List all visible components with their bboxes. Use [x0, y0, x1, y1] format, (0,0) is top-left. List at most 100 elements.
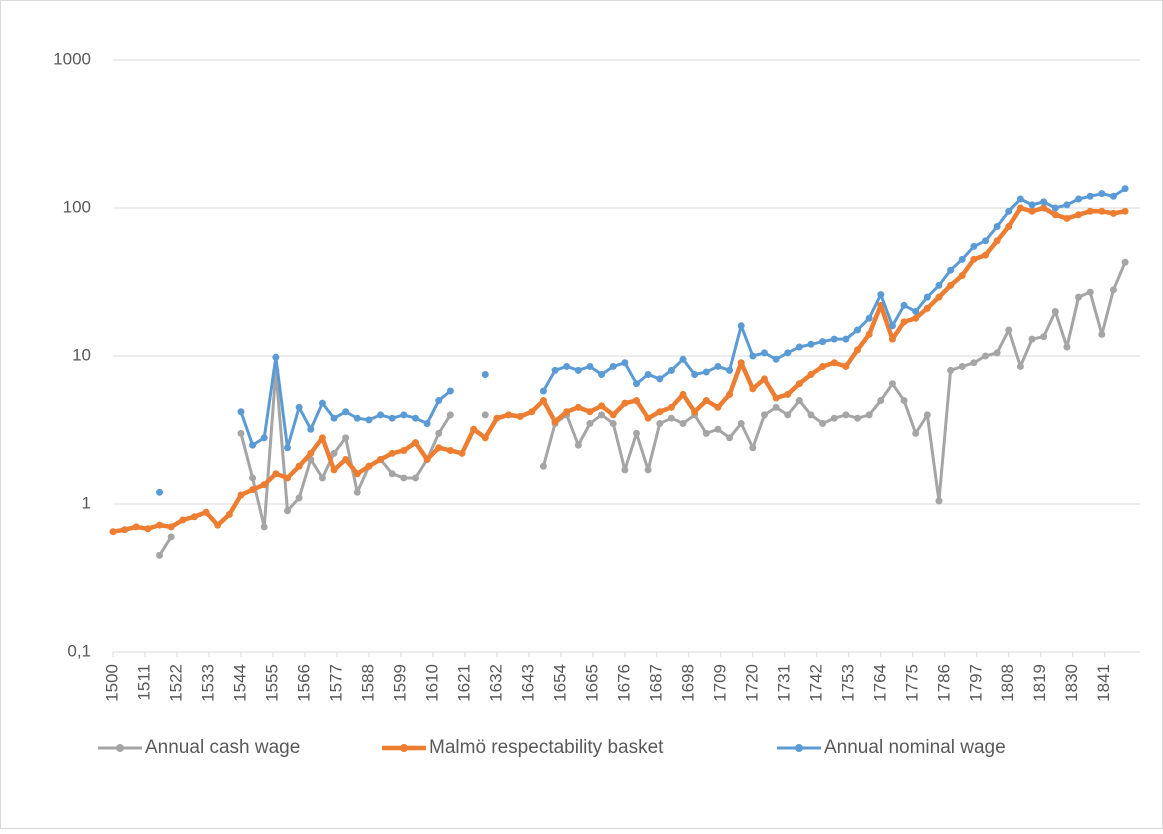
x-tick-label: 1500 [102, 664, 121, 702]
data-point [923, 293, 931, 301]
data-point [1121, 185, 1129, 193]
data-point [737, 322, 745, 330]
data-point [888, 335, 896, 343]
legend-label: Annual nominal wage [824, 737, 1006, 758]
legend-marker [795, 744, 803, 752]
data-point [900, 301, 908, 309]
data-point [539, 462, 547, 470]
legend-marker [116, 744, 124, 752]
data-point [481, 434, 489, 442]
data-point [691, 408, 699, 416]
data-point [981, 352, 989, 360]
x-tick-label: 1610 [422, 664, 441, 702]
data-point [586, 419, 594, 427]
data-point [621, 399, 629, 407]
y-tick-label: 10 [72, 345, 91, 364]
data-point [935, 497, 943, 505]
data-point [1040, 204, 1048, 212]
data-point [726, 390, 734, 398]
data-point [760, 411, 768, 419]
data-point [621, 466, 629, 474]
data-point [1005, 222, 1013, 230]
data-point [1051, 211, 1059, 219]
data-point [865, 330, 873, 338]
data-point [446, 446, 454, 454]
y-tick-label: 1000 [53, 49, 91, 68]
data-point [667, 366, 675, 374]
legend-marker [400, 744, 408, 752]
data-point [586, 408, 594, 416]
data-point [1086, 192, 1094, 200]
data-point [237, 408, 245, 416]
x-tick-label: 1643 [518, 664, 537, 702]
data-point [993, 237, 1001, 245]
data-point [1028, 201, 1036, 209]
data-point [283, 507, 291, 515]
data-point [726, 434, 734, 442]
data-point [632, 380, 640, 388]
data-point [1040, 333, 1048, 341]
data-point [353, 470, 361, 478]
x-tick-label: 1830 [1062, 664, 1081, 702]
data-point [1063, 343, 1071, 351]
data-point [702, 429, 710, 437]
data-point [423, 419, 431, 427]
data-point [842, 335, 850, 343]
data-point [865, 411, 873, 419]
data-point [260, 481, 268, 489]
data-point [446, 411, 454, 419]
x-tick-label: 1797 [966, 664, 985, 702]
data-point [493, 414, 501, 422]
data-point [737, 419, 745, 427]
x-tick-label: 1621 [454, 664, 473, 702]
y-tick-label: 100 [63, 197, 91, 216]
data-point [807, 411, 815, 419]
data-point [795, 343, 803, 351]
data-point [644, 414, 652, 422]
data-point [109, 528, 117, 536]
data-point [307, 449, 315, 457]
x-tick-label: 1654 [550, 664, 569, 702]
data-point [435, 444, 443, 452]
x-tick-label: 1841 [1094, 664, 1113, 702]
data-point [679, 390, 687, 398]
data-point [923, 304, 931, 312]
data-point [563, 408, 571, 416]
data-point [411, 414, 419, 422]
y-tick-label: 0,1 [67, 641, 91, 660]
data-point [1121, 258, 1129, 266]
data-point [318, 434, 326, 442]
data-point [400, 474, 408, 482]
data-point [842, 411, 850, 419]
data-point [365, 462, 373, 470]
data-point [307, 425, 315, 433]
data-point [574, 366, 582, 374]
data-point [912, 314, 920, 322]
data-point [574, 403, 582, 411]
data-point [202, 508, 210, 516]
data-point [900, 397, 908, 405]
data-point [411, 474, 419, 482]
data-point [772, 355, 780, 363]
data-point [749, 385, 757, 393]
data-point [598, 370, 606, 378]
data-point [330, 414, 338, 422]
data-point [249, 486, 257, 494]
data-point [225, 510, 233, 518]
data-point [156, 488, 164, 496]
data-point [970, 242, 978, 250]
data-point [574, 441, 582, 449]
data-point [819, 419, 827, 427]
data-point [167, 523, 175, 531]
data-point [609, 419, 617, 427]
data-point [842, 362, 850, 370]
data-point [819, 362, 827, 370]
data-point [1016, 362, 1024, 370]
data-point [667, 414, 675, 422]
x-tick-label: 1786 [934, 664, 953, 702]
data-point [749, 444, 757, 452]
data-point [644, 466, 652, 474]
data-point [353, 414, 361, 422]
data-point [318, 399, 326, 407]
